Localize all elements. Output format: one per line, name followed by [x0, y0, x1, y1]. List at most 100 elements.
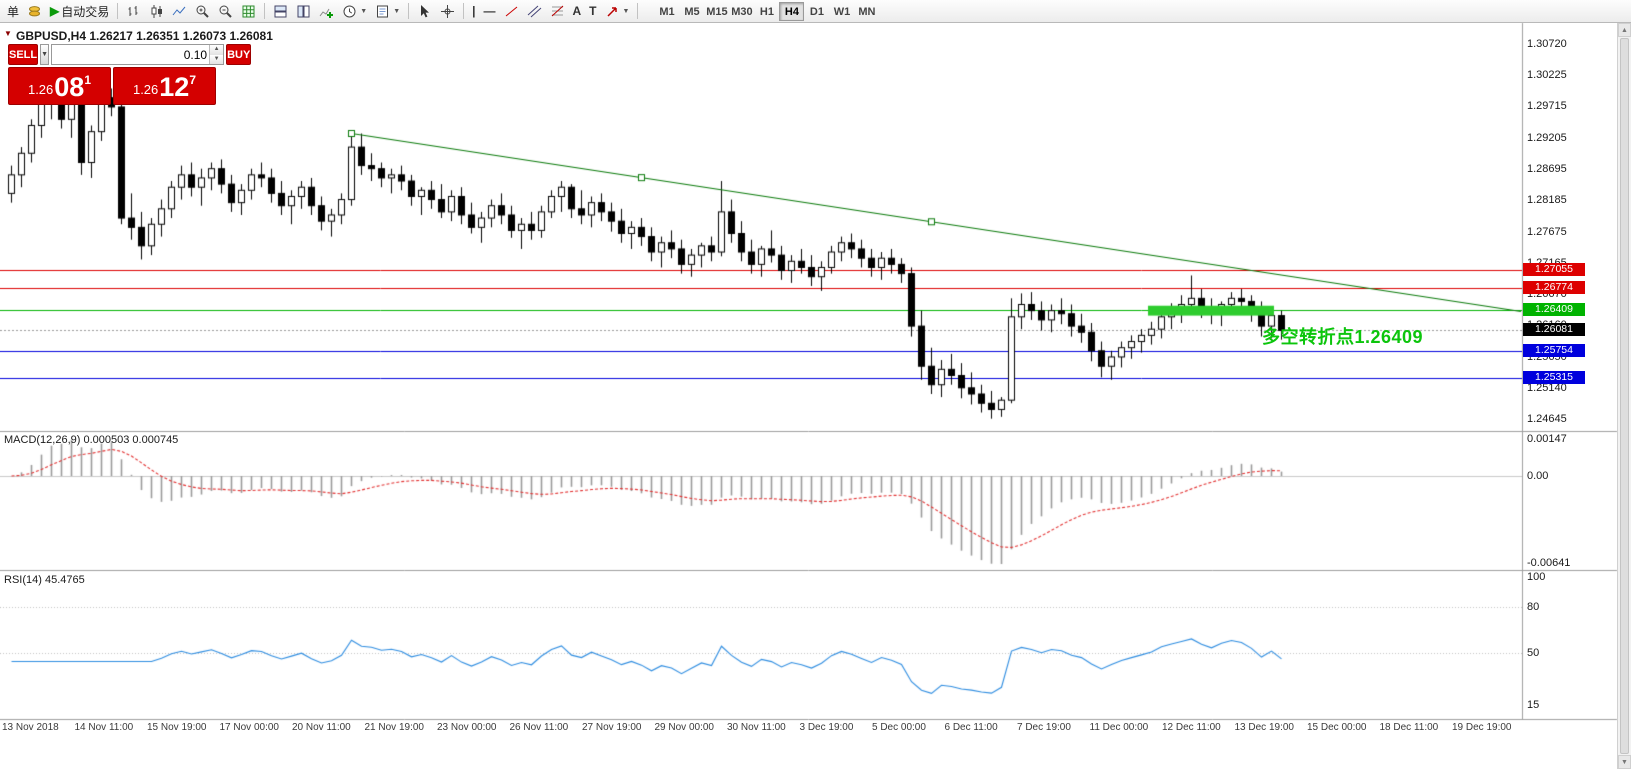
tile-vertical-button[interactable] — [292, 1, 315, 21]
chart-header: GBPUSD,H4 1.26217 1.26351 1.26073 1.2608… — [16, 29, 273, 43]
lot-down-icon[interactable]: ▼ — [210, 54, 224, 64]
tile-horizontal-button[interactable] — [269, 1, 292, 21]
toolbar-separator — [117, 3, 119, 19]
label-icon: T — [589, 4, 597, 18]
scrollbar[interactable]: ▲ ▼ — [1617, 23, 1631, 769]
autotrade-play-icon: ▶ — [50, 4, 60, 18]
market-watch-button[interactable] — [23, 1, 46, 21]
one-click-collapse-icon[interactable]: ▼ — [4, 29, 12, 38]
text-tool-button[interactable]: A — [569, 1, 586, 21]
rsi-label: RSI(14) — [4, 574, 42, 586]
cursor-icon — [421, 4, 430, 17]
rsi-value: 45.4765 — [44, 574, 85, 586]
clock-icon — [343, 5, 356, 17]
timeframe-h1-button[interactable]: H1 — [759, 5, 774, 18]
timeframe-m30-button[interactable]: M30 — [731, 5, 753, 18]
macd-header: MACD(12,26,9) 0.000503 0.000745 — [4, 434, 178, 446]
macd-values: 0.000503 0.000745 — [83, 434, 179, 446]
cursor-button[interactable] — [413, 1, 436, 21]
coins-icon — [29, 5, 41, 16]
lot-stepper[interactable]: ▲ ▼ — [209, 45, 224, 64]
channel-tool-button[interactable] — [523, 1, 546, 21]
autotrade-button[interactable]: ▶ 自动交易 — [46, 1, 113, 21]
grid-icon — [242, 5, 255, 17]
line-chart-icon — [172, 6, 186, 15]
toolbar-separator — [637, 3, 639, 19]
lot-size-input[interactable] — [52, 45, 210, 64]
price-axis[interactable] — [1522, 23, 1617, 719]
timeframe-d1-button[interactable]: D1 — [809, 5, 824, 18]
vertical-line-tool-button[interactable]: | — [468, 1, 479, 21]
periods-button[interactable]: ▼ — [338, 1, 371, 21]
sell-button[interactable]: SELL — [8, 44, 39, 65]
crosshair-icon — [441, 4, 455, 18]
macd-label: MACD(12,26,9) — [4, 434, 81, 446]
buy-price-big-figure: 1.26 — [132, 82, 159, 97]
timeframe-h4-button[interactable]: H4 — [779, 1, 805, 21]
chevron-down-icon: ▼ — [393, 7, 401, 15]
timeframe-m1-button[interactable]: M1 — [659, 5, 675, 18]
ohlc-values: 1.26217 1.26351 1.26073 1.26081 — [89, 29, 273, 43]
channel-icon — [527, 5, 541, 17]
chevron-down-icon: ▼ — [360, 7, 368, 15]
candlestick-chart-button[interactable] — [145, 1, 168, 21]
scroll-up-icon[interactable]: ▲ — [1618, 23, 1631, 37]
time-axis[interactable] — [0, 719, 1617, 749]
pivot-annotation: 多空转折点1.26409 — [1262, 327, 1424, 347]
lot-up-icon[interactable]: ▲ — [210, 45, 224, 55]
candlestick-icon — [151, 4, 163, 18]
toolbar-separator — [264, 3, 266, 19]
tile-vertical-icon — [297, 5, 310, 17]
symbol-period-label: GBPUSD,H4 — [16, 29, 87, 43]
horizontal-line-tool-button[interactable]: — — [480, 1, 500, 21]
horizontal-line-icon: — — [483, 4, 496, 18]
chevron-down-icon: ▼ — [622, 7, 630, 15]
timeframe-group: M1 M5 M15 M30 H1 H4 D1 W1 MN — [654, 1, 879, 21]
crosshair-button[interactable] — [436, 1, 459, 21]
scroll-down-icon[interactable]: ▼ — [1618, 755, 1631, 769]
rsi-header: RSI(14) 45.4765 — [4, 574, 85, 586]
zoom-out-button[interactable] — [214, 1, 237, 21]
autotrade-label: 自动交易 — [61, 4, 110, 19]
timeframe-mn-button[interactable]: MN — [858, 5, 876, 18]
one-click-trading-panel: SELL ▼ ▲▼ BUY 1.26 08 1 1.26 12 7 — [8, 44, 252, 105]
toolbar-separator — [408, 3, 410, 19]
buy-price-pips: 12 — [159, 72, 190, 102]
vertical-line-icon: | — [472, 4, 476, 18]
line-chart-button[interactable] — [168, 1, 191, 21]
timeframe-m5-button[interactable]: M5 — [684, 5, 700, 18]
sell-price-big-figure: 1.26 — [27, 82, 54, 97]
buy-price-button[interactable]: 1.26 12 7 — [113, 67, 216, 105]
template-icon — [377, 5, 389, 17]
timeframe-m15-button[interactable]: M15 — [706, 5, 728, 18]
fibonacci-icon — [551, 5, 563, 16]
new-order-button[interactable]: 单 — [3, 1, 23, 21]
buy-price-point: 7 — [189, 73, 197, 87]
zoom-in-icon — [196, 5, 209, 18]
trendline-tool-button[interactable] — [500, 1, 523, 21]
sell-price-pips: 08 — [54, 72, 85, 102]
timeframe-w1-button[interactable]: W1 — [833, 5, 851, 18]
sell-price-button[interactable]: 1.26 08 1 — [8, 67, 111, 105]
bar-chart-icon — [128, 5, 138, 16]
arrow-tool-icon — [606, 6, 617, 17]
templates-button[interactable]: ▼ — [371, 1, 404, 21]
label-tool-button[interactable]: T — [585, 1, 600, 21]
sell-price-point: 1 — [84, 73, 92, 87]
lot-dropdown-button[interactable]: ▼ — [40, 44, 50, 65]
grid-button[interactable] — [237, 1, 260, 21]
indicators-button[interactable] — [315, 1, 338, 21]
new-order-label: 单 — [7, 4, 20, 19]
zoom-in-button[interactable] — [191, 1, 214, 21]
trendline-icon — [505, 6, 517, 16]
toolbar: 单 ▶ 自动交易 — [0, 0, 1631, 23]
arrows-tool-button[interactable]: ▼ — [601, 1, 634, 21]
scrollbar-thumb[interactable] — [1620, 38, 1629, 754]
text-icon: A — [572, 4, 582, 18]
bar-chart-button[interactable] — [122, 1, 145, 21]
fibonacci-tool-button[interactable] — [546, 1, 569, 21]
indicators-icon — [319, 8, 334, 18]
buy-button[interactable]: BUY — [226, 44, 252, 65]
